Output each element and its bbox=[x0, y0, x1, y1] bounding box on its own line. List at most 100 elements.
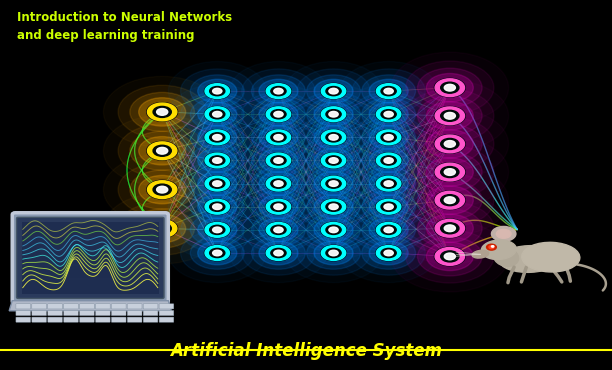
Circle shape bbox=[376, 246, 401, 260]
Circle shape bbox=[352, 208, 425, 252]
Circle shape bbox=[376, 107, 401, 122]
Circle shape bbox=[157, 186, 168, 193]
Circle shape bbox=[321, 130, 346, 145]
Circle shape bbox=[266, 83, 291, 99]
Circle shape bbox=[321, 130, 346, 145]
Circle shape bbox=[139, 214, 185, 243]
Circle shape bbox=[384, 204, 394, 209]
Circle shape bbox=[329, 158, 338, 163]
Circle shape bbox=[444, 253, 455, 260]
Circle shape bbox=[321, 153, 346, 168]
Ellipse shape bbox=[494, 248, 518, 266]
Circle shape bbox=[307, 98, 360, 131]
Circle shape bbox=[130, 209, 195, 248]
Circle shape bbox=[274, 111, 283, 117]
Circle shape bbox=[435, 191, 465, 209]
Circle shape bbox=[181, 69, 254, 113]
Circle shape bbox=[329, 111, 338, 117]
Circle shape bbox=[362, 237, 416, 269]
Circle shape bbox=[210, 248, 225, 258]
Circle shape bbox=[329, 227, 338, 233]
Circle shape bbox=[329, 204, 338, 209]
Circle shape bbox=[329, 88, 338, 94]
Circle shape bbox=[362, 144, 416, 177]
Circle shape bbox=[297, 138, 370, 183]
Circle shape bbox=[496, 229, 511, 238]
FancyBboxPatch shape bbox=[16, 304, 31, 309]
Circle shape bbox=[204, 176, 230, 191]
FancyBboxPatch shape bbox=[159, 310, 174, 316]
Circle shape bbox=[259, 195, 298, 219]
Circle shape bbox=[266, 153, 291, 168]
Circle shape bbox=[297, 208, 370, 252]
Circle shape bbox=[326, 179, 341, 188]
Circle shape bbox=[307, 121, 360, 154]
Circle shape bbox=[406, 174, 494, 227]
FancyBboxPatch shape bbox=[64, 310, 78, 316]
Circle shape bbox=[118, 124, 206, 178]
Circle shape bbox=[271, 87, 286, 96]
Circle shape bbox=[376, 176, 401, 191]
FancyBboxPatch shape bbox=[80, 317, 94, 322]
Circle shape bbox=[259, 218, 298, 242]
Circle shape bbox=[321, 83, 346, 99]
Circle shape bbox=[381, 225, 396, 235]
Circle shape bbox=[266, 222, 291, 238]
Circle shape bbox=[266, 199, 291, 214]
Circle shape bbox=[352, 185, 425, 229]
Circle shape bbox=[384, 250, 394, 256]
Circle shape bbox=[259, 172, 298, 195]
Circle shape bbox=[369, 79, 408, 103]
Circle shape bbox=[417, 124, 482, 164]
FancyBboxPatch shape bbox=[111, 310, 126, 316]
Circle shape bbox=[297, 231, 370, 275]
FancyBboxPatch shape bbox=[111, 317, 126, 322]
Circle shape bbox=[326, 248, 341, 258]
Circle shape bbox=[297, 92, 370, 137]
FancyBboxPatch shape bbox=[159, 304, 174, 309]
Circle shape bbox=[190, 237, 244, 269]
Circle shape bbox=[212, 111, 222, 117]
Circle shape bbox=[441, 110, 459, 121]
Circle shape bbox=[435, 191, 465, 209]
Circle shape bbox=[352, 161, 425, 206]
Circle shape bbox=[252, 167, 305, 200]
Circle shape bbox=[259, 241, 298, 265]
Circle shape bbox=[210, 179, 225, 188]
Circle shape bbox=[362, 98, 416, 131]
FancyBboxPatch shape bbox=[48, 304, 62, 309]
Circle shape bbox=[441, 138, 459, 149]
Circle shape bbox=[321, 84, 346, 98]
Circle shape bbox=[181, 208, 254, 252]
Ellipse shape bbox=[499, 246, 560, 272]
Circle shape bbox=[205, 199, 230, 214]
Circle shape bbox=[362, 75, 416, 107]
Circle shape bbox=[491, 226, 516, 241]
Circle shape bbox=[147, 181, 177, 198]
Circle shape bbox=[307, 75, 360, 107]
Circle shape bbox=[376, 245, 401, 261]
Circle shape bbox=[259, 149, 298, 172]
Circle shape bbox=[266, 245, 291, 261]
Circle shape bbox=[259, 79, 298, 103]
FancyBboxPatch shape bbox=[48, 310, 62, 316]
Circle shape bbox=[198, 241, 237, 265]
Circle shape bbox=[266, 176, 291, 191]
Circle shape bbox=[417, 209, 482, 248]
Circle shape bbox=[435, 247, 465, 266]
Circle shape bbox=[181, 185, 254, 229]
FancyBboxPatch shape bbox=[143, 304, 158, 309]
Circle shape bbox=[181, 138, 254, 183]
Circle shape bbox=[321, 222, 346, 237]
Circle shape bbox=[444, 141, 455, 147]
Circle shape bbox=[314, 241, 353, 265]
Circle shape bbox=[376, 153, 401, 168]
FancyBboxPatch shape bbox=[95, 304, 110, 309]
Circle shape bbox=[266, 246, 291, 260]
Circle shape bbox=[406, 202, 494, 255]
Circle shape bbox=[417, 181, 482, 220]
Circle shape bbox=[190, 167, 244, 200]
FancyBboxPatch shape bbox=[64, 317, 78, 322]
Circle shape bbox=[205, 222, 230, 237]
Circle shape bbox=[130, 92, 195, 131]
